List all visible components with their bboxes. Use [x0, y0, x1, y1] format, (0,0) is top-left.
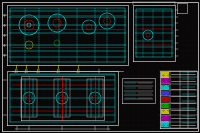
- Bar: [161, 121, 169, 127]
- Bar: [161, 85, 169, 90]
- Bar: [161, 109, 169, 115]
- Bar: [161, 115, 169, 121]
- Bar: [161, 103, 169, 108]
- Bar: [161, 91, 169, 96]
- Bar: [161, 78, 169, 84]
- Bar: [161, 97, 169, 102]
- Bar: [161, 72, 169, 78]
